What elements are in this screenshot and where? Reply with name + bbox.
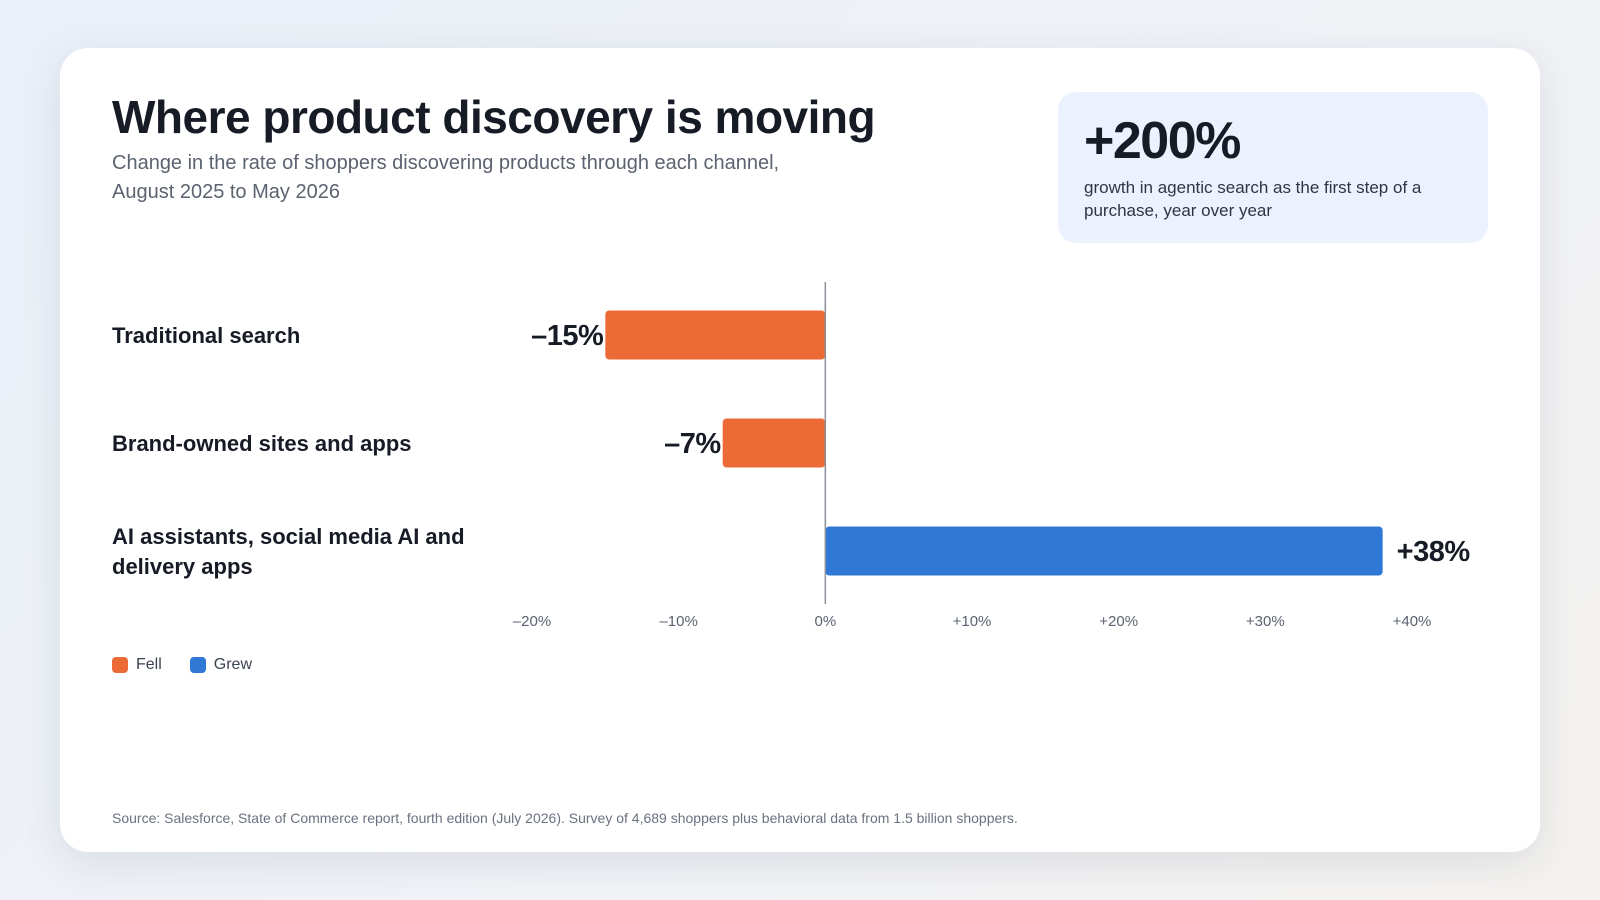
legend-swatch-grew — [189, 657, 206, 673]
category-label-2: AI assistants, social media AI and delive… — [112, 524, 465, 579]
category-label-line: AI assistants, social media AI and — [112, 524, 465, 549]
chart-card: Where product discovery is moving Change… — [60, 48, 1540, 852]
highlight-stat-caption: growth in agentic search as the first st… — [1084, 178, 1422, 220]
x-tick-label: +10% — [953, 613, 992, 630]
x-tick-label: +40% — [1393, 613, 1432, 630]
bar-0 — [605, 310, 826, 360]
highlight-stat-value: +200% — [1084, 112, 1241, 170]
category-label-line: delivery apps — [112, 554, 253, 579]
value-label-2: +38% — [1397, 536, 1471, 568]
legend-label-grew: Grew — [213, 656, 253, 673]
value-label-0: –15% — [531, 320, 604, 352]
category-label-0: Traditional search — [112, 323, 300, 348]
legend-item-grew: Grew — [189, 656, 253, 674]
legend-item-fell: Fell — [112, 656, 162, 674]
chart-subtitle: Change in the rate of shoppers discoveri… — [112, 152, 780, 203]
x-tick-label: –10% — [659, 613, 697, 630]
category-label-1: Brand-owned sites and apps — [112, 431, 412, 456]
highlight-stat-box: +200% growth in agentic search as the fi… — [1058, 92, 1488, 243]
source-note: Source: Salesforce, State of Commerce re… — [112, 810, 1018, 826]
bar-chart: –15% –7% +38% Traditional search Brand-owned… — [112, 282, 1471, 630]
x-tick-label: –20% — [513, 613, 551, 630]
bar-1 — [722, 418, 826, 468]
legend: Fell Grew — [112, 656, 280, 674]
legend-label-fell: Fell — [136, 656, 162, 673]
x-tick-label: 0% — [814, 613, 836, 630]
chart-title: Where product discovery is moving — [112, 91, 876, 143]
x-tick-label: +20% — [1099, 613, 1138, 630]
bar-2 — [825, 526, 1383, 576]
legend-swatch-fell — [112, 657, 128, 673]
category-label-line: Brand-owned sites and apps — [112, 431, 412, 456]
category-label-line: Traditional search — [112, 323, 300, 348]
x-tick-label: +30% — [1246, 613, 1285, 630]
value-label-1: –7% — [664, 428, 721, 460]
